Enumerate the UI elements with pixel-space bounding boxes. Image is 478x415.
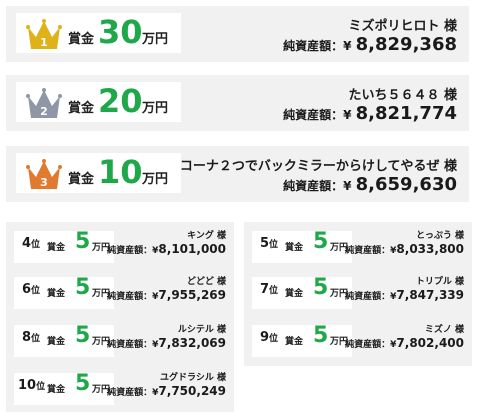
prize-unit: 万円: [142, 32, 169, 47]
prize-box: [14, 277, 114, 309]
player-name: ミズポリヒロト 様: [348, 19, 457, 34]
prize-label: 賞金: [47, 289, 66, 299]
prize-label: 賞金: [47, 243, 66, 253]
rank-3-card: 3 賞金 10 万円 コーナ２つでバックミラーからけしてやるぜ 様 純資産額：¥…: [6, 146, 469, 202]
prize-amount: 5: [313, 229, 329, 254]
prize-label: 賞金: [285, 337, 304, 347]
silver-crown-icon: 2: [26, 88, 62, 118]
prize-amount: 5: [75, 229, 91, 254]
prize-label: 賞金: [47, 385, 66, 395]
prize-label: 賞金: [68, 172, 95, 187]
prize-amount: 5: [75, 371, 91, 396]
rank-10-card: 10位 賞金 5 万円 ユグドラシル 様 純資産額：¥7,750,249: [6, 364, 234, 412]
net-worth: 純資産額：¥7,802,400: [345, 336, 464, 350]
net-worth: 純資産額：¥8,101,000: [107, 242, 226, 256]
net-worth: 純資産額：¥ 8,659,630: [283, 174, 457, 195]
net-worth: 純資産額：¥ 8,821,774: [283, 103, 457, 124]
prize-label: 賞金: [285, 289, 304, 299]
prize-label: 賞金: [68, 32, 95, 47]
rank-label: 10位: [18, 378, 46, 393]
prize-amount: 5: [313, 323, 329, 348]
prize-label: 賞金: [68, 101, 95, 116]
rank-label: 4位: [22, 236, 41, 251]
prize-unit: 万円: [92, 243, 111, 253]
prize-box: 3 賞金 10 万円: [16, 153, 181, 193]
prize-unit: 万円: [330, 289, 349, 299]
player-name: トリプル 様: [415, 277, 464, 287]
prize-box: [14, 373, 114, 405]
rank-1-card: 1 賞金 30 万円 ミズポリヒロト 様 純資産額：¥ 8,829,368: [6, 6, 469, 62]
rank-5-card: 5位 賞金 5 万円 とっぷう 様 純資産額：¥8,033,800: [244, 222, 472, 272]
prize-amount: 10: [98, 153, 143, 191]
prize-unit: 万円: [92, 337, 111, 347]
prize-amount: 5: [75, 323, 91, 348]
prize-unit: 万円: [142, 101, 169, 116]
prize-box: [14, 231, 114, 263]
rank-7-card: 7位 賞金 5 万円 トリプル 様 純資産額：¥7,847,339: [244, 268, 472, 318]
rank-6-card: 6位 賞金 5 万円 どどど 様 純資産額：¥7,955,269: [6, 268, 234, 318]
player-name: たいち５６４８ 様: [348, 88, 457, 103]
prize-unit: 万円: [142, 172, 169, 187]
prize-unit: 万円: [330, 337, 349, 347]
crown-rank-number: 2: [40, 105, 48, 118]
prize-box: [252, 277, 352, 309]
prize-unit: 万円: [92, 289, 111, 299]
player-name: コーナ２つでバックミラーからけしてやるぜ 様: [179, 159, 457, 174]
player-name: ルシテル 様: [177, 325, 226, 335]
rank-8-card: 8位 賞金 5 万円 ルシテル 様 純資産額：¥7,832,069: [6, 316, 234, 366]
prize-amount: 30: [98, 13, 143, 51]
player-name: ユグドラシル 様: [160, 373, 226, 383]
prize-label: 賞金: [47, 337, 66, 347]
prize-label: 賞金: [285, 243, 304, 253]
prize-box: [252, 231, 352, 263]
player-name: ミズノ 様: [424, 325, 464, 335]
prize-box: [14, 325, 114, 357]
crown-rank-number: 1: [40, 36, 48, 49]
net-worth: 純資産額：¥7,847,339: [345, 288, 464, 302]
bronze-crown-icon: 3: [26, 159, 62, 189]
net-worth: 純資産額：¥ 8,829,368: [283, 34, 457, 55]
rank-label: 7位: [260, 282, 279, 297]
prize-amount: 5: [313, 275, 329, 300]
net-worth: 純資産額：¥8,033,800: [345, 242, 464, 256]
prize-box: 2 賞金 20 万円: [16, 82, 181, 122]
prize-amount: 20: [98, 82, 143, 120]
prize-amount: 5: [75, 275, 91, 300]
rank-label: 9位: [260, 330, 279, 345]
prize-unit: 万円: [92, 385, 111, 395]
rank-label: 5位: [260, 236, 279, 251]
rank-label: 6位: [22, 282, 41, 297]
rank-2-card: 2 賞金 20 万円 たいち５６４８ 様 純資産額：¥ 8,821,774: [6, 75, 469, 131]
gold-crown-icon: 1: [26, 19, 62, 49]
rank-4-card: 4位 賞金 5 万円 キング 様 純資産額：¥8,101,000: [6, 222, 234, 272]
prize-box: 1 賞金 30 万円: [16, 13, 181, 53]
prize-box: [252, 325, 352, 357]
rank-9-card: 9位 賞金 5 万円 ミズノ 様 純資産額：¥7,802,400: [244, 316, 472, 366]
net-worth: 純資産額：¥7,750,249: [107, 384, 226, 398]
player-name: キング 様: [187, 231, 226, 241]
player-name: どどど 様: [186, 277, 226, 287]
crown-rank-number: 3: [40, 176, 48, 189]
net-worth: 純資産額：¥7,832,069: [107, 336, 226, 350]
rank-label: 8位: [22, 330, 41, 345]
prize-unit: 万円: [330, 243, 349, 253]
net-worth: 純資産額：¥7,955,269: [107, 288, 226, 302]
player-name: とっぷう 様: [416, 231, 464, 241]
